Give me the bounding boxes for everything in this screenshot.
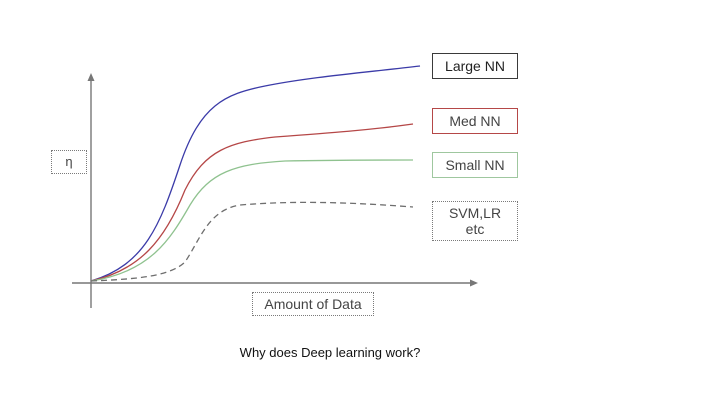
y-axis-label: η (51, 150, 87, 174)
legend-svm-lr: SVM,LR etc (432, 201, 518, 241)
legend-svm-line1: SVM,LR (448, 205, 502, 221)
legend-small-nn: Small NN (432, 152, 518, 178)
y-axis-arrowhead (87, 73, 95, 81)
curve-large-nn (90, 65, 421, 282)
x-axis-arrowhead (470, 279, 478, 287)
curve-small-nn (90, 159, 414, 282)
x-axis-label: Amount of Data (252, 292, 374, 316)
diagram-caption: Why does Deep learning work? (239, 345, 421, 360)
legend-large-nn: Large NN (432, 53, 518, 79)
legend-svm-line2: etc (465, 221, 485, 237)
legend-med-nn: Med NN (432, 108, 518, 134)
curve-svm-lr (90, 201, 414, 282)
curve-med-nn (90, 123, 414, 282)
